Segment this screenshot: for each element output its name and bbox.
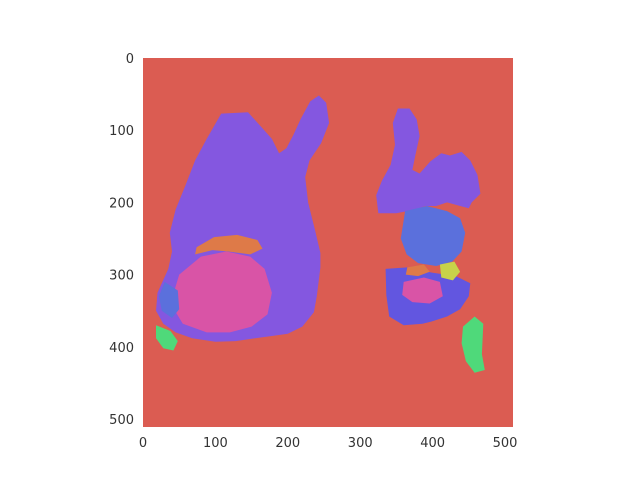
y-tick-label: 0 (126, 52, 134, 67)
segment-right-lung-upper (376, 108, 481, 214)
x-axis: 0 100 200 300 400 500 (139, 436, 518, 451)
y-tick-label: 200 (109, 196, 134, 211)
segment-left-green (156, 325, 178, 351)
segment-right-green (461, 316, 485, 373)
x-tick-label: 100 (203, 436, 228, 451)
segment-right-lung-blue (400, 206, 466, 266)
segments-layer (156, 95, 485, 373)
segment-right-orange (405, 264, 430, 277)
y-tick-label: 100 (109, 124, 134, 139)
segment-right-yellow (439, 261, 461, 281)
segment-right-pink (402, 277, 443, 304)
x-tick-label: 0 (139, 436, 147, 451)
y-tick-label: 500 (109, 413, 134, 428)
x-tick-label: 400 (420, 436, 445, 451)
x-tick-label: 200 (275, 436, 300, 451)
segment-left-pink (170, 251, 272, 333)
segment-left-orange (195, 234, 263, 255)
x-tick-label: 500 (493, 436, 518, 451)
y-tick-label: 400 (109, 341, 134, 356)
x-tick-label: 300 (348, 436, 373, 451)
y-tick-label: 300 (109, 269, 134, 284)
plot-area (143, 58, 513, 427)
segment-left-blue (158, 281, 180, 318)
y-axis: 0 100 200 300 400 500 (109, 52, 134, 428)
